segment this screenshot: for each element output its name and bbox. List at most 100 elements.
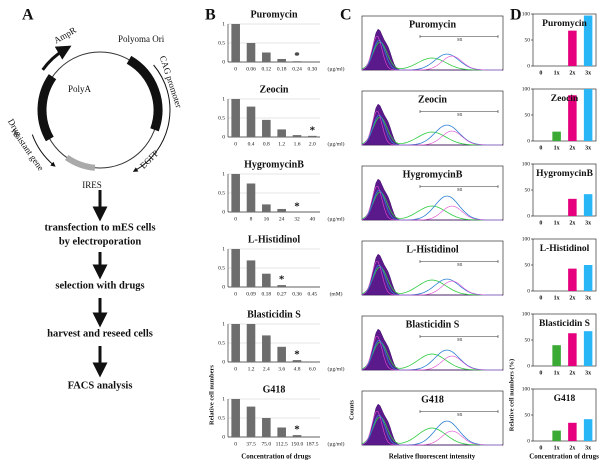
y-tick-label: 50: [525, 187, 531, 193]
x-tick-label: 32: [294, 216, 300, 222]
y-tick-label: 0: [527, 63, 530, 69]
facs-histogram: [361, 186, 502, 221]
annotation: *: [294, 201, 300, 213]
x-tick-label: 16: [264, 216, 270, 222]
plasmid-map: AmpR Polyoma Ori CAG promoter EGFP IRES …: [6, 25, 184, 190]
gate-label: M1: [457, 337, 463, 342]
y-tick-label: 0.5: [218, 415, 225, 421]
bar: [292, 435, 302, 437]
y-axis-label: Counts: [348, 400, 355, 420]
x-tick-label: 0: [539, 370, 542, 376]
x-axis-label: Concentration of drugs: [241, 453, 311, 461]
chart-title: Blasticidin S: [539, 319, 590, 329]
unit-label: (µg/ml): [328, 215, 345, 222]
y-tick-label: 50: [525, 337, 531, 343]
x-tick-label: 4.8: [294, 366, 301, 372]
panel-label: A: [22, 7, 34, 24]
gate-label: M1: [457, 412, 463, 417]
x-tick-label: 40: [310, 216, 316, 222]
bar: [277, 346, 286, 362]
bar: [292, 61, 302, 62]
y-tick-label: 0: [527, 138, 530, 144]
x-tick-label: 0.12: [262, 66, 272, 72]
annotation: *: [279, 274, 285, 286]
x-tick-label: 0: [234, 141, 237, 147]
y-tick-label: 50: [525, 412, 531, 418]
y-tick-label: 100: [522, 236, 531, 242]
flow-step: selection with drugs: [55, 280, 144, 291]
x-tick-label: 0: [539, 145, 542, 151]
y-tick-label: 0: [222, 359, 225, 365]
cag-arrow: [132, 64, 171, 172]
y-tick-label: 1: [222, 246, 225, 252]
cag-segment: [126, 55, 163, 132]
x-tick-label: 0.06: [246, 66, 256, 72]
gate-label: M1: [457, 37, 463, 42]
x-tick-label: 1x: [554, 70, 560, 76]
x-tick-label: 0: [539, 445, 542, 451]
x-tick-label: 187.5: [306, 441, 319, 447]
x-tick-label: 3x: [585, 295, 591, 301]
bar: [277, 129, 286, 137]
facs-histogram: [361, 341, 502, 371]
y-tick-label: 100: [522, 386, 531, 392]
gate-label: M1: [457, 262, 463, 267]
y-tick-label: 50: [525, 262, 531, 268]
x-tick-label: 0.18: [277, 66, 287, 72]
bar: [552, 430, 561, 441]
x-tick-label: 0: [539, 295, 542, 301]
facs-histogram: [361, 266, 502, 296]
bar: [262, 52, 271, 62]
plasmid-label: AmpR: [52, 25, 78, 46]
facs-title: G418: [421, 394, 444, 405]
facs-histogram: [361, 36, 502, 71]
plasmid-label: PolyA: [68, 84, 92, 94]
y-tick-label: 100: [522, 11, 531, 17]
y-tick-label: 0: [222, 134, 225, 140]
bar: [292, 135, 302, 137]
bar: [583, 265, 593, 291]
chart-title: G418: [554, 394, 576, 404]
bar: [583, 15, 593, 66]
chart-title: HygromycinB: [536, 169, 593, 179]
bar: [552, 131, 561, 141]
annotation: *: [294, 424, 300, 436]
x-tick-label: 150.0: [291, 441, 304, 447]
y-tick-label: 1: [222, 396, 225, 402]
bar: [308, 135, 317, 137]
bar: [246, 43, 256, 62]
gate: [419, 185, 499, 188]
bar: [568, 198, 577, 216]
x-tick-label: 1x: [554, 220, 560, 226]
flow-step: transfection to mES cells: [44, 222, 155, 233]
x-axis-label: Relative fluorescent intensity: [389, 453, 476, 461]
y-tick-label: 0: [222, 284, 225, 290]
x-tick-label: 0.36: [292, 291, 302, 297]
bar: [277, 208, 286, 212]
workflow: transfection to mES cells by electropora…: [44, 190, 156, 391]
bar: [231, 24, 240, 62]
panel-label: C: [340, 7, 352, 24]
y-tick-label: 100: [522, 161, 531, 167]
bar: [262, 335, 271, 362]
panel-label: D: [510, 7, 522, 24]
y-tick-label: 100: [522, 86, 531, 92]
x-tick-label: 2x: [569, 445, 575, 451]
y-tick-label: 1: [222, 171, 225, 177]
bar: [231, 324, 240, 362]
x-tick-label: 1x: [554, 145, 560, 151]
drug-arrow: [31, 134, 56, 167]
x-tick-label: 0: [234, 66, 237, 72]
chart-title: Zeocin: [551, 94, 579, 104]
chart-title: Zeocin: [260, 84, 289, 95]
x-tick-label: 3x: [585, 70, 591, 76]
bar: [568, 30, 577, 66]
annotation: *: [294, 349, 300, 361]
bar: [246, 106, 256, 137]
x-tick-label: 3.6: [278, 366, 285, 372]
y-tick-label: 50: [525, 112, 531, 118]
y-tick-label: 1: [222, 96, 225, 102]
chart-title: HygromycinB: [244, 159, 304, 170]
